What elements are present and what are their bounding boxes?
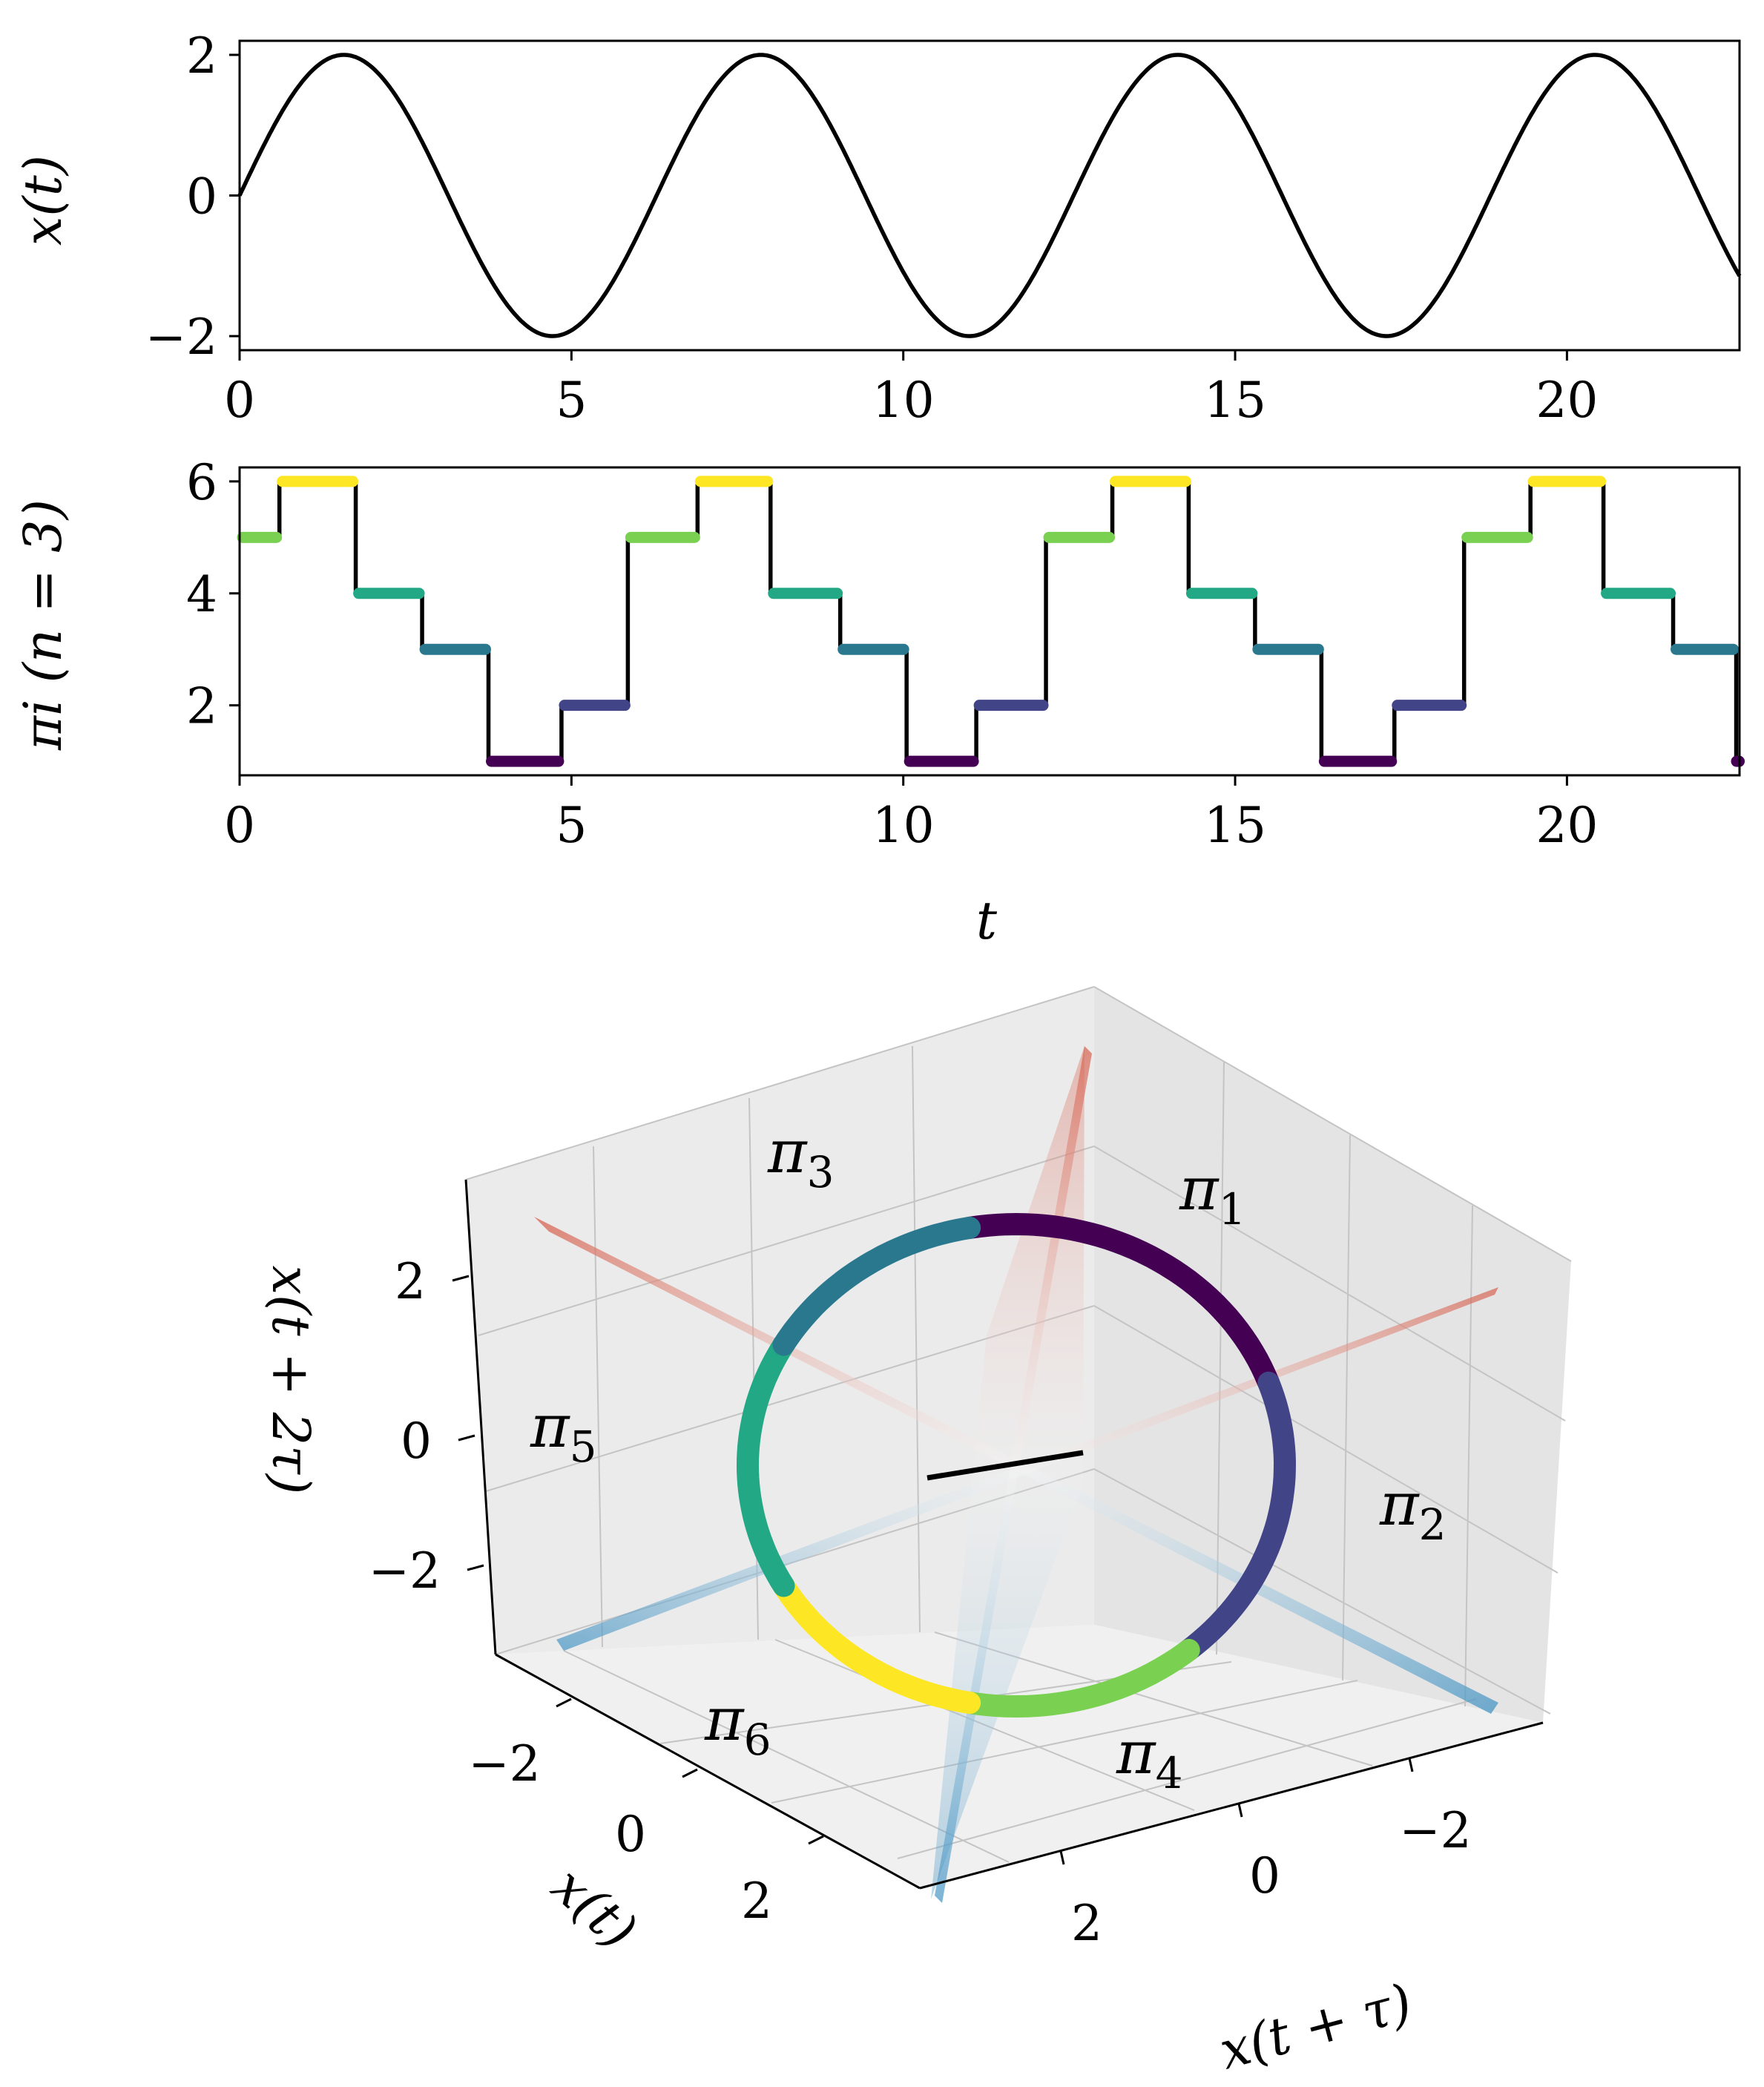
ordinal-pattern-segments: [237, 476, 1745, 767]
y-tick: [1237, 1803, 1243, 1818]
z-axis-line: [464, 1179, 497, 1655]
region-labels: π3 π1 π5 π2 π6 π4: [530, 1117, 1446, 1798]
timeseries-panel: 0 5 10 15 20−202 x(t): [13, 27, 1742, 429]
3d-ticks: [452, 1275, 1414, 1865]
z-tick-label: −2: [369, 1542, 441, 1600]
x-tick-label: 20: [1536, 797, 1598, 854]
ordinal-frame: [238, 466, 1741, 777]
trajectory-arc: [1177, 1371, 1297, 1661]
x-tick-label: 20: [1536, 372, 1598, 429]
z3d-label: x(t + 2τ): [260, 1266, 321, 1495]
x-tick-label: 2: [741, 1873, 772, 1930]
gridline: [912, 1045, 921, 1633]
z-tick-label: 2: [395, 1253, 426, 1310]
x-axis-line: [495, 1653, 921, 1890]
gridline: [1342, 1134, 1351, 1681]
y-tick-label: −2: [145, 309, 217, 366]
x-tick-label: 5: [556, 797, 587, 854]
ordinal-xlabel: t: [976, 890, 998, 951]
boundary-plane-c-fan: [931, 1046, 1085, 1899]
x-tick: [556, 1697, 572, 1708]
x-tick-label: 15: [1204, 797, 1266, 854]
pane-left: [466, 987, 1094, 1654]
gridline: [563, 1650, 1010, 1863]
region-label: π6: [704, 1685, 771, 1765]
trajectory-arc: [958, 1639, 1200, 1718]
sine-series-line: [237, 53, 1742, 338]
pane-floor: [496, 1625, 1543, 1888]
x-tick-label: 10: [872, 372, 935, 429]
y3d-label: x(t + τ): [1214, 1972, 1418, 2082]
y-tick-label: 2: [1071, 1895, 1102, 1952]
trajectory-ring: [736, 1212, 1297, 1718]
x-tick-label: −2: [468, 1735, 540, 1792]
gridline: [1093, 1305, 1559, 1574]
ordinal-ylabel: πi (n = 3): [13, 499, 73, 751]
x3d-label: x(t): [540, 1856, 648, 1962]
x-tick-label: 0: [615, 1806, 646, 1863]
y-axis-line: [919, 1721, 1544, 1890]
region-label: π2: [1379, 1470, 1446, 1550]
gridline: [771, 1680, 1358, 1804]
x-tick-label: 10: [872, 797, 935, 854]
y-tick-label: −2: [1399, 1802, 1471, 1859]
x-tick-label: 0: [224, 372, 255, 429]
x-tick-label: 5: [556, 372, 587, 429]
y-tick: [1408, 1758, 1414, 1772]
gridline: [1093, 986, 1572, 1262]
y-tick-label: 6: [186, 454, 217, 511]
x-tick-label: 15: [1204, 372, 1266, 429]
trajectory-arc: [958, 1212, 1280, 1394]
trajectory-arc: [772, 1216, 981, 1356]
y-tick-label: 0: [186, 168, 217, 226]
gridline: [478, 1146, 1095, 1336]
y-tick-label: 4: [186, 566, 217, 623]
timeseries-frame: [238, 39, 1741, 352]
gridline: [593, 1146, 603, 1648]
3d-gridlines: [465, 986, 1572, 1863]
region-label: π3: [767, 1117, 834, 1197]
ordinal-ticks: 0 5 10 15 20 2 4 6: [186, 454, 1598, 854]
y-tick-label: 2: [186, 27, 217, 85]
3d-tick-labels: 2 0 −2 −2 0 2 −2 0 2: [369, 1253, 1472, 1952]
region-label: π4: [1116, 1718, 1182, 1798]
z-tick-label: 0: [401, 1413, 432, 1470]
x-tick-label: 0: [224, 797, 255, 854]
y-tick-label: 2: [186, 678, 217, 735]
gridline: [1464, 1205, 1473, 1707]
y-tick: [1059, 1850, 1065, 1865]
gridline: [897, 1698, 1477, 1859]
z-tick: [458, 1434, 475, 1442]
gridline: [1093, 1468, 1551, 1715]
x-tick: [682, 1768, 698, 1778]
region-label: π5: [530, 1392, 596, 1472]
gridline: [465, 986, 1095, 1180]
gridline: [1093, 1146, 1566, 1422]
ordinal-pattern-panel: 0 5 10 15 20 2 4 6 πi (n = 3) t: [13, 454, 1745, 951]
ordinal-pattern-step-line: [240, 479, 1740, 763]
timeseries-ticks: 0 5 10 15 20−202: [145, 27, 1599, 429]
trajectory-arc: [736, 1333, 795, 1597]
z-tick: [467, 1564, 484, 1571]
gridline: [1216, 1060, 1225, 1655]
diagonal-line: [927, 1450, 1084, 1481]
region-label: π1: [1179, 1154, 1245, 1235]
trajectory-arc: [772, 1574, 981, 1715]
timeseries-ylabel: x(t): [13, 155, 73, 246]
embedding-3d-panel: 20−2−202−202 x(t + 2τ) x(t) x(t + τ) π3 π…: [260, 986, 1572, 2082]
y-tick-label: 0: [1249, 1847, 1280, 1904]
x-tick: [808, 1835, 824, 1845]
z-tick: [452, 1275, 470, 1282]
